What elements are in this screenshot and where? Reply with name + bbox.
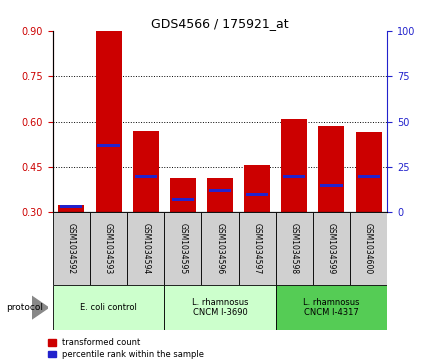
Bar — [135, 175, 157, 178]
Text: GSM1034596: GSM1034596 — [216, 223, 224, 274]
Bar — [313, 212, 350, 285]
Bar — [164, 212, 202, 285]
Text: L. rhamnosus
CNCM I-3690: L. rhamnosus CNCM I-3690 — [192, 298, 248, 317]
Text: protocol: protocol — [6, 303, 43, 312]
Bar — [172, 198, 194, 201]
Bar — [209, 189, 231, 192]
Bar — [358, 175, 380, 178]
Bar — [98, 144, 120, 147]
Bar — [53, 285, 164, 330]
Text: GSM1034593: GSM1034593 — [104, 223, 113, 274]
Bar — [356, 132, 381, 212]
Text: E. coli control: E. coli control — [80, 303, 137, 312]
Text: GSM1034598: GSM1034598 — [290, 223, 299, 274]
Legend: transformed count, percentile rank within the sample: transformed count, percentile rank withi… — [48, 338, 204, 359]
Bar — [164, 285, 276, 330]
Text: GSM1034599: GSM1034599 — [327, 223, 336, 274]
Bar — [283, 175, 305, 178]
Bar — [319, 126, 345, 212]
Bar — [59, 205, 84, 212]
Bar — [90, 212, 127, 285]
Bar — [276, 212, 313, 285]
Bar — [202, 212, 238, 285]
Bar — [170, 178, 196, 212]
Title: GDS4566 / 175921_at: GDS4566 / 175921_at — [151, 17, 289, 30]
Text: L. rhamnosus
CNCM I-4317: L. rhamnosus CNCM I-4317 — [303, 298, 360, 317]
Text: GSM1034595: GSM1034595 — [178, 223, 187, 274]
Bar — [244, 166, 270, 212]
Polygon shape — [32, 296, 48, 319]
Text: GSM1034592: GSM1034592 — [67, 223, 76, 274]
Bar — [127, 212, 164, 285]
Bar — [207, 178, 233, 212]
Text: GSM1034600: GSM1034600 — [364, 223, 373, 274]
Bar — [320, 184, 342, 187]
Bar — [53, 212, 90, 285]
Bar — [95, 31, 121, 212]
Bar — [350, 212, 387, 285]
Bar — [60, 205, 82, 208]
Bar — [238, 212, 276, 285]
Bar — [133, 131, 159, 212]
Bar — [276, 285, 387, 330]
Text: GSM1034597: GSM1034597 — [253, 223, 262, 274]
Bar — [281, 119, 307, 212]
Bar — [246, 193, 268, 196]
Text: GSM1034594: GSM1034594 — [141, 223, 150, 274]
